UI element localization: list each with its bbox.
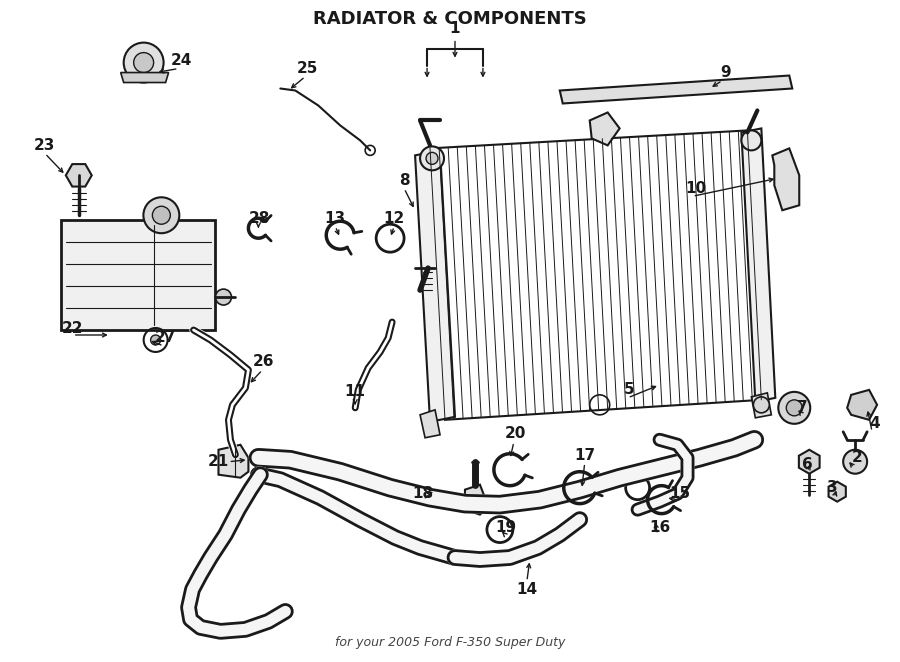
Polygon shape [560, 75, 792, 103]
Text: 16: 16 [649, 520, 670, 535]
Text: 8: 8 [399, 173, 410, 188]
Text: 22: 22 [62, 320, 84, 336]
Polygon shape [742, 128, 775, 402]
Text: 14: 14 [517, 582, 537, 597]
Circle shape [753, 397, 770, 413]
Text: 3: 3 [827, 480, 838, 495]
Circle shape [215, 289, 231, 305]
Circle shape [150, 335, 160, 345]
Circle shape [787, 400, 802, 416]
Polygon shape [829, 482, 846, 502]
Text: 24: 24 [171, 53, 193, 68]
Text: 13: 13 [325, 211, 346, 226]
Text: 10: 10 [685, 181, 706, 196]
Polygon shape [772, 148, 799, 211]
Text: 5: 5 [625, 383, 634, 397]
Text: 15: 15 [669, 486, 690, 501]
Text: 17: 17 [574, 448, 595, 463]
Text: 11: 11 [345, 385, 365, 399]
Polygon shape [752, 393, 771, 418]
Polygon shape [420, 410, 440, 438]
Text: 26: 26 [253, 354, 274, 369]
Text: 23: 23 [34, 138, 56, 153]
Text: 25: 25 [297, 61, 318, 76]
Text: 21: 21 [208, 454, 230, 469]
Circle shape [843, 449, 867, 474]
Polygon shape [121, 73, 168, 83]
Polygon shape [465, 485, 485, 514]
Text: 28: 28 [248, 211, 270, 226]
Text: 9: 9 [720, 65, 731, 80]
Polygon shape [61, 220, 215, 330]
Circle shape [134, 52, 154, 73]
Text: 4: 4 [869, 416, 880, 432]
Polygon shape [847, 390, 878, 420]
Circle shape [742, 130, 761, 150]
Text: 27: 27 [155, 330, 176, 346]
Circle shape [420, 146, 444, 170]
Text: RADIATOR & COMPONENTS: RADIATOR & COMPONENTS [313, 10, 587, 28]
Polygon shape [415, 150, 455, 422]
Text: 2: 2 [851, 450, 862, 465]
Polygon shape [219, 445, 248, 478]
Circle shape [778, 392, 810, 424]
Polygon shape [590, 113, 619, 146]
Polygon shape [799, 449, 820, 474]
Text: 7: 7 [796, 401, 807, 415]
Text: 20: 20 [505, 426, 526, 442]
Text: 6: 6 [802, 457, 813, 472]
Text: 19: 19 [495, 520, 517, 535]
Circle shape [426, 152, 438, 164]
Polygon shape [66, 164, 92, 187]
Circle shape [143, 197, 179, 233]
Text: 1: 1 [450, 21, 460, 36]
Circle shape [152, 207, 170, 224]
Text: for your 2005 Ford F-350 Super Duty: for your 2005 Ford F-350 Super Duty [335, 636, 565, 649]
Circle shape [123, 42, 164, 83]
Text: 12: 12 [383, 211, 405, 226]
Text: 18: 18 [412, 486, 434, 501]
